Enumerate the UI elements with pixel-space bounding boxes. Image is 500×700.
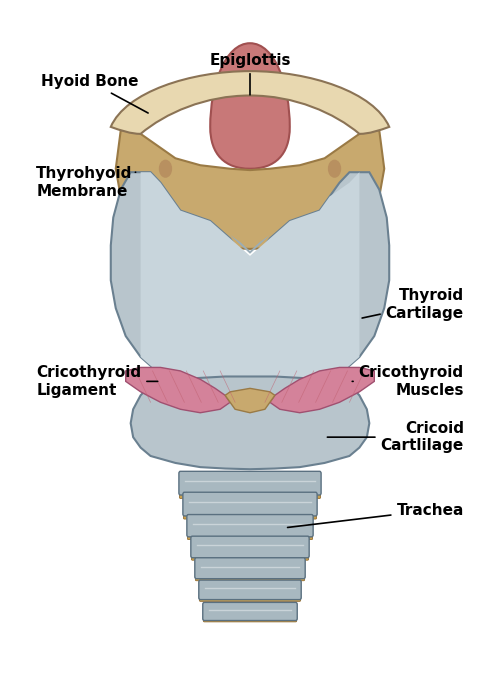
- FancyBboxPatch shape: [188, 530, 312, 540]
- Text: Trachea: Trachea: [288, 503, 464, 528]
- FancyBboxPatch shape: [204, 615, 296, 622]
- Text: Thyrohyoid
Membrane: Thyrohyoid Membrane: [36, 167, 136, 199]
- Polygon shape: [140, 172, 360, 386]
- Polygon shape: [270, 368, 374, 413]
- Polygon shape: [116, 130, 384, 249]
- Text: Thyroid
Cartilage: Thyroid Cartilage: [362, 288, 464, 321]
- FancyBboxPatch shape: [192, 551, 308, 560]
- Text: Epiglottis: Epiglottis: [209, 53, 291, 94]
- Text: Cricothyroid
Ligament: Cricothyroid Ligament: [36, 365, 158, 398]
- FancyBboxPatch shape: [195, 558, 305, 579]
- Text: Cricoid
Cartlilage: Cricoid Cartlilage: [328, 421, 464, 454]
- Polygon shape: [111, 172, 389, 386]
- FancyBboxPatch shape: [196, 573, 304, 581]
- Polygon shape: [126, 368, 230, 413]
- FancyBboxPatch shape: [184, 509, 316, 519]
- Text: Cricothyroid
Muscles: Cricothyroid Muscles: [352, 365, 464, 398]
- Circle shape: [328, 160, 340, 177]
- Polygon shape: [130, 377, 370, 469]
- FancyBboxPatch shape: [203, 603, 297, 620]
- PathPatch shape: [210, 43, 290, 169]
- FancyBboxPatch shape: [200, 594, 300, 601]
- FancyBboxPatch shape: [199, 580, 301, 600]
- Circle shape: [160, 160, 172, 177]
- Text: Hyoid Bone: Hyoid Bone: [41, 74, 148, 113]
- FancyBboxPatch shape: [187, 514, 313, 537]
- FancyBboxPatch shape: [180, 487, 320, 498]
- Polygon shape: [225, 389, 275, 413]
- FancyBboxPatch shape: [179, 471, 321, 495]
- PathPatch shape: [111, 71, 389, 134]
- Polygon shape: [230, 235, 270, 254]
- FancyBboxPatch shape: [183, 492, 317, 516]
- FancyBboxPatch shape: [191, 536, 309, 558]
